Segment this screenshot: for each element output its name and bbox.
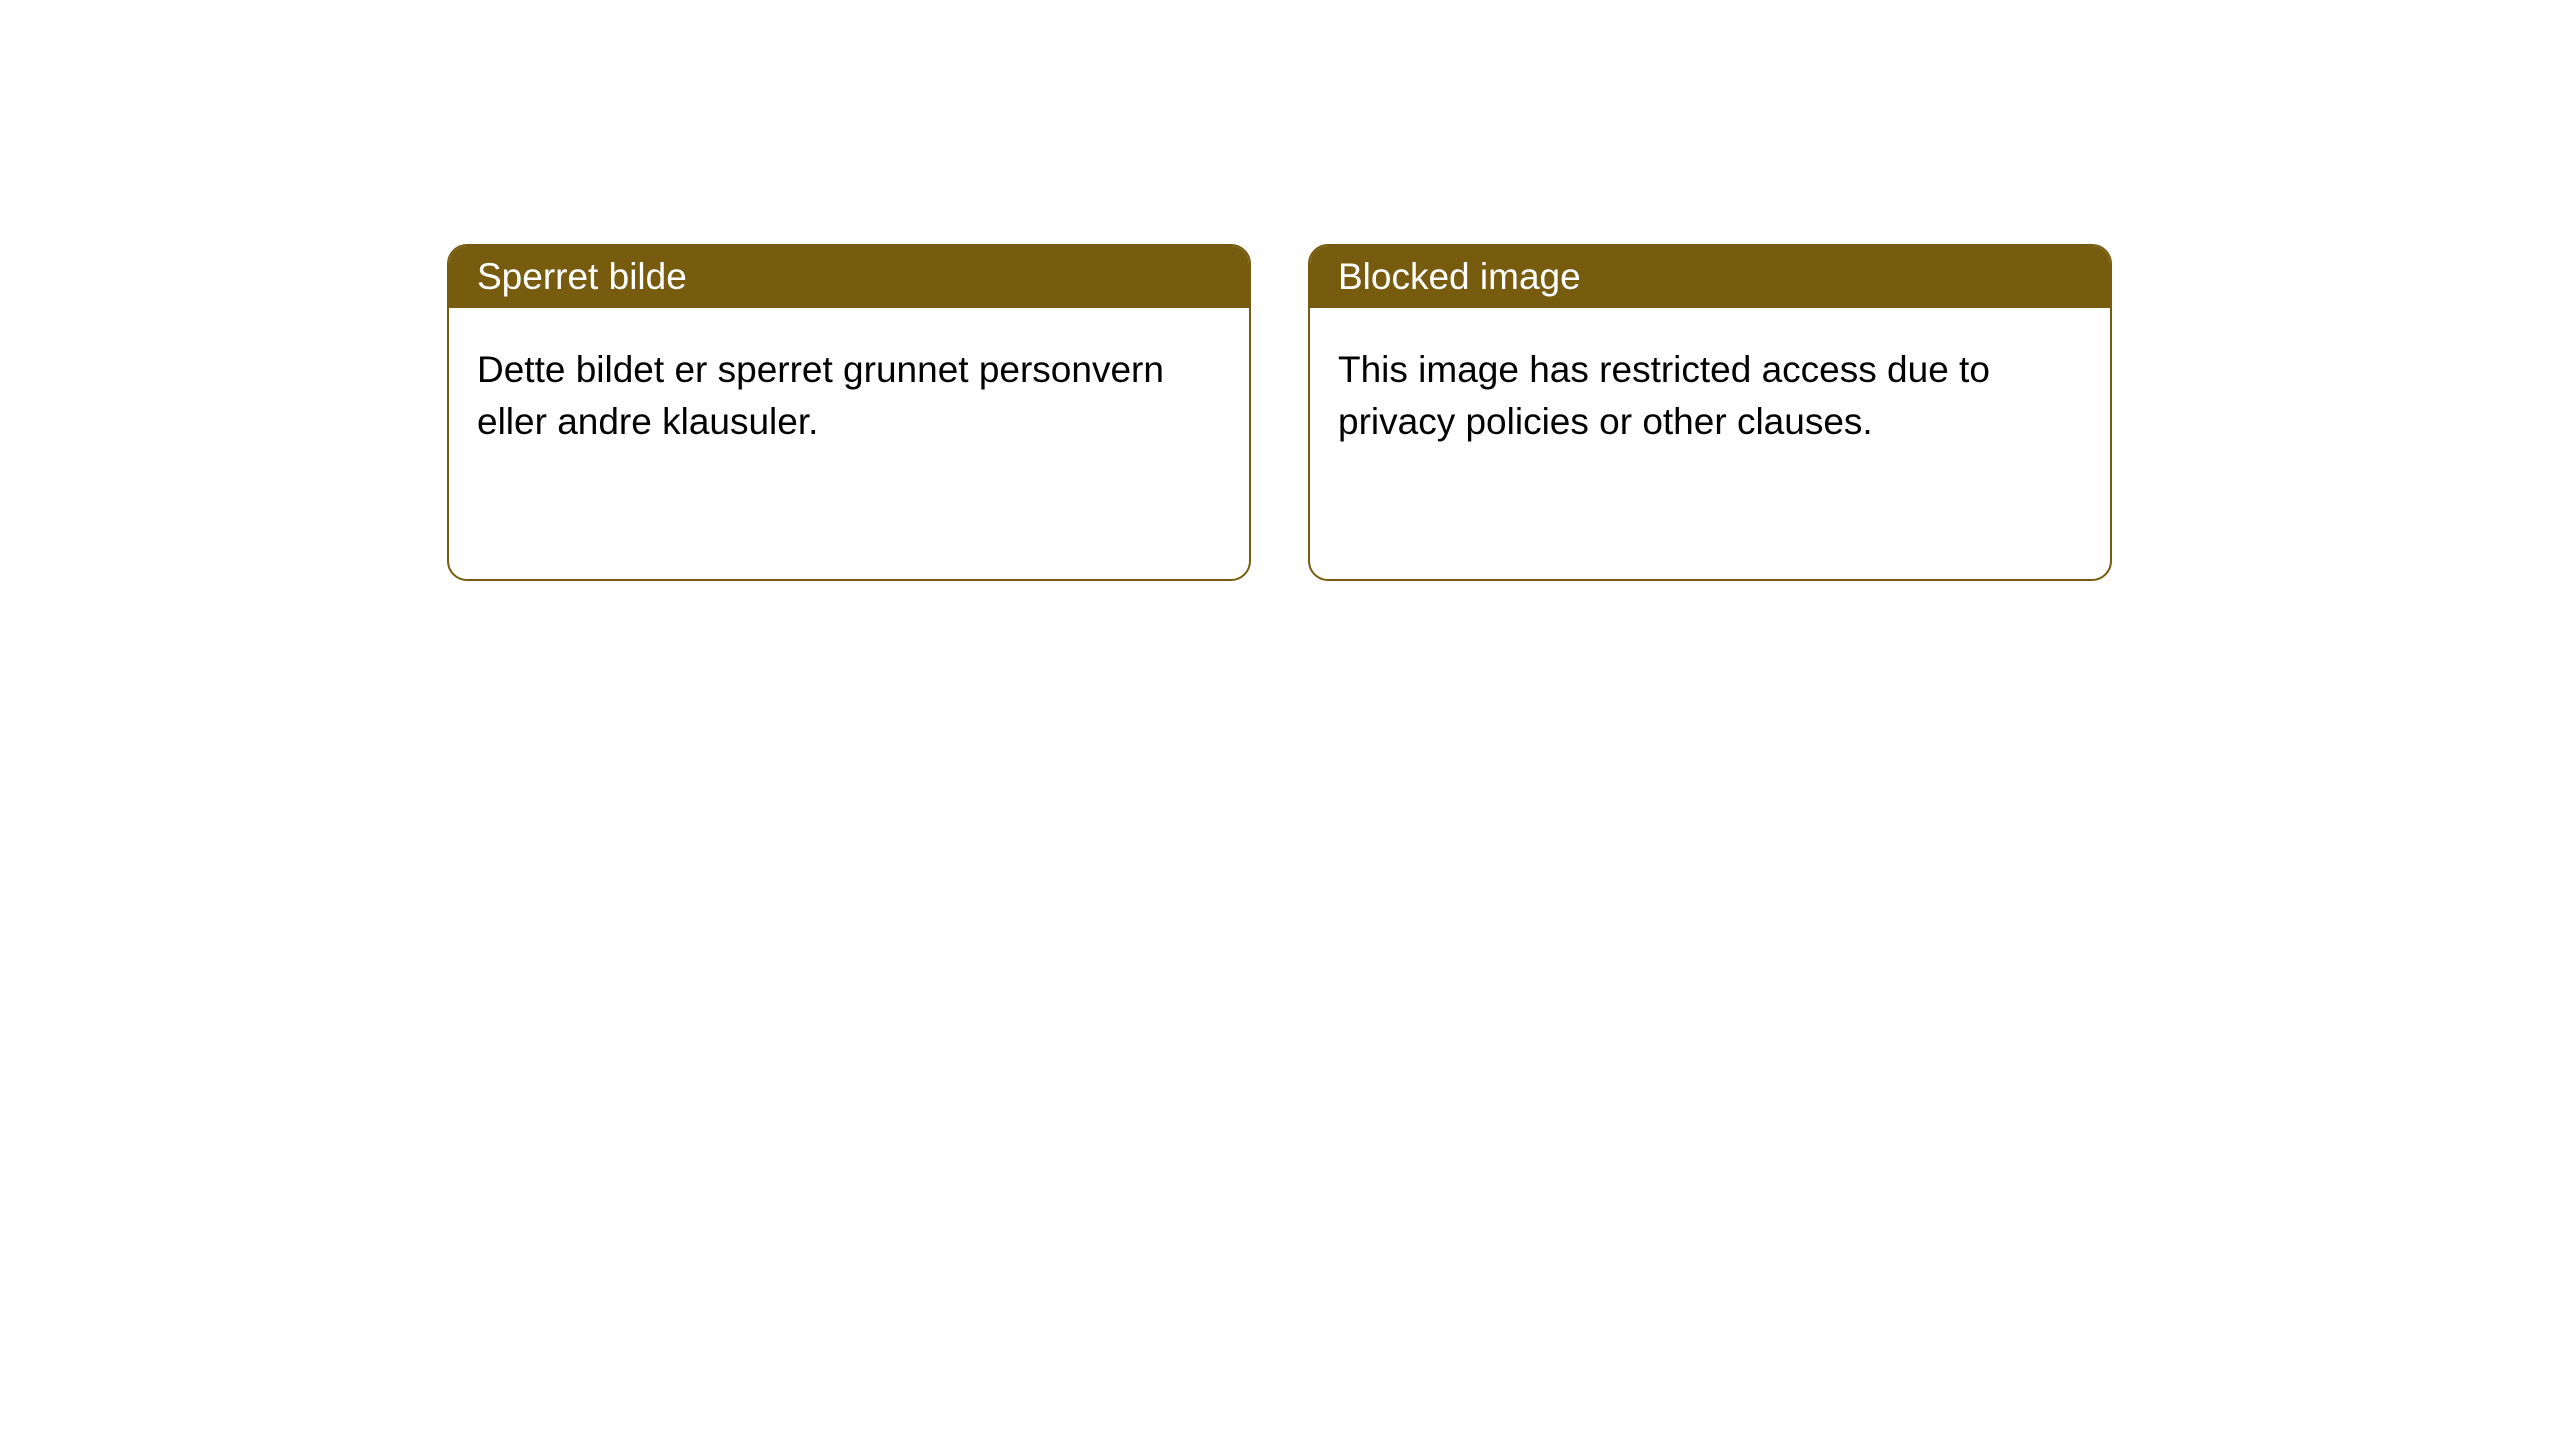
card-title: Sperret bilde (477, 256, 687, 297)
card-header: Blocked image (1310, 246, 2110, 308)
notice-cards-container: Sperret bilde Dette bildet er sperret gr… (447, 244, 2560, 581)
card-body: This image has restricted access due to … (1310, 308, 2110, 484)
notice-card-norwegian: Sperret bilde Dette bildet er sperret gr… (447, 244, 1251, 581)
card-body: Dette bildet er sperret grunnet personve… (449, 308, 1249, 484)
notice-card-english: Blocked image This image has restricted … (1308, 244, 2112, 581)
card-body-text: Dette bildet er sperret grunnet personve… (477, 349, 1164, 442)
card-body-text: This image has restricted access due to … (1338, 349, 1990, 442)
card-header: Sperret bilde (449, 246, 1249, 308)
card-title: Blocked image (1338, 256, 1581, 297)
